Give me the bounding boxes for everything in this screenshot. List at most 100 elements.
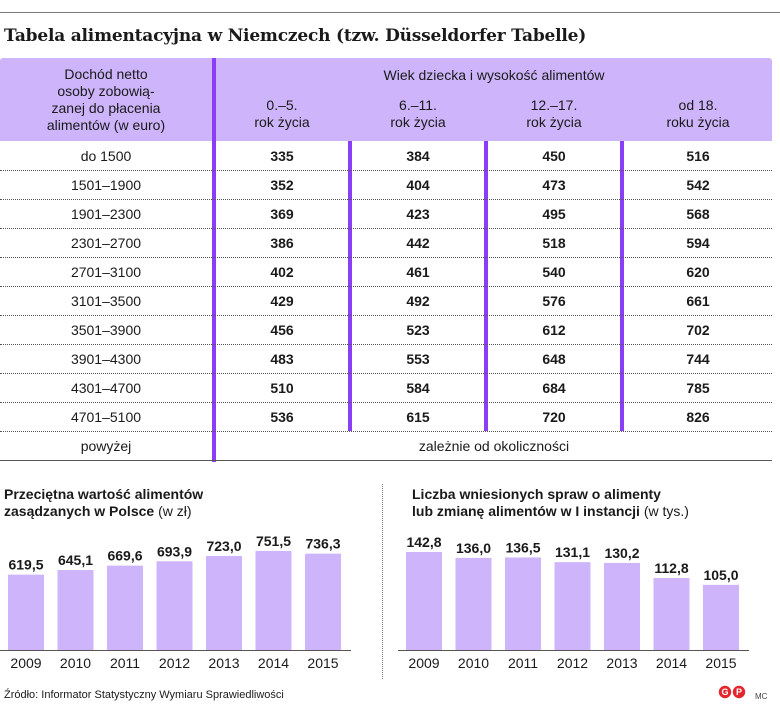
row-separator — [0, 344, 772, 345]
bar-value-label: 136,5 — [505, 539, 540, 555]
income-range: 3101–3500 — [70, 293, 142, 309]
row-separator — [0, 286, 772, 287]
chart2-unit: (w tys.) — [643, 503, 689, 519]
alimony-value: 352 — [270, 177, 294, 193]
x-tick-label: 2013 — [606, 655, 637, 671]
x-tick-label: 2012 — [557, 655, 588, 671]
x-tick-label: 2009 — [408, 655, 439, 671]
bar-value-label: 130,2 — [604, 545, 639, 561]
bar-value-label: 645,1 — [58, 552, 93, 568]
alimony-value: 594 — [686, 235, 710, 251]
bar-value-label: 105,0 — [703, 567, 738, 583]
bar-2015 — [703, 584, 739, 650]
header-age-3: 12.–17. rok życia — [526, 97, 582, 130]
bar-2012 — [156, 561, 193, 650]
page-title: Tabela alimentacyjna w Niemczech (tzw. D… — [4, 26, 587, 46]
table-row: do 1500 335 384 450 516 — [0, 141, 772, 170]
row-separator — [0, 315, 772, 316]
depends-on-circumstances: zależnie od okoliczności — [418, 438, 570, 454]
table-row: 2701–3100 402 461 540 620 — [0, 257, 772, 286]
alimony-value: 423 — [406, 206, 430, 222]
row-separator — [0, 199, 772, 200]
bar-value-label: 142,8 — [406, 534, 441, 550]
bar-2010 — [455, 557, 492, 650]
x-tick-label: 2010 — [458, 655, 489, 671]
alimony-value: 516 — [686, 148, 710, 164]
alimony-value: 684 — [542, 380, 566, 396]
table-row: 1501–1900 352 404 473 542 — [0, 170, 772, 199]
row-separator — [0, 373, 772, 374]
alimony-value: 495 — [542, 206, 566, 222]
table-header-divider — [212, 58, 216, 141]
table-row: 3901–4300 483 553 648 744 — [0, 344, 772, 373]
bar-value-label: 136,0 — [456, 540, 491, 556]
alimony-value: 826 — [686, 409, 710, 425]
alimony-value: 785 — [686, 380, 710, 396]
income-range: 3501–3900 — [70, 322, 142, 338]
source-note: Źródło: Informator Statystyczny Wymiaru … — [4, 689, 284, 701]
x-tick-label: 2011 — [110, 655, 140, 671]
header-age-1: 0.–5. rok życia — [254, 97, 310, 130]
x-tick-label: 2011 — [508, 655, 538, 671]
bar-value-label: 736,3 — [305, 536, 340, 552]
cases-count-chart: 142,8 2009 136,0 2010 136,5 2011 131,1 2012 130,… — [398, 534, 749, 671]
alimony-value: 483 — [270, 351, 294, 367]
income-range: 4301–4700 — [70, 380, 142, 396]
alimony-value: 335 — [270, 148, 294, 164]
alimony-value: 386 — [270, 235, 294, 251]
chart1-unit: (w zł) — [158, 503, 192, 519]
table-row: 3101–3500 429 492 576 661 — [0, 286, 772, 315]
x-tick-label: 2010 — [60, 655, 91, 671]
x-tick-label: 2015 — [705, 655, 736, 671]
bar-2014 — [653, 578, 690, 650]
alimony-value: 702 — [686, 322, 710, 338]
alimony-value: 536 — [270, 409, 294, 425]
bar-value-label: 723,0 — [206, 538, 241, 554]
alimony-value: 402 — [270, 264, 294, 280]
alimony-value: 568 — [686, 206, 710, 222]
alimony-value: 612 — [542, 322, 566, 338]
author-credit: MC — [755, 692, 768, 701]
bar-value-label: 693,9 — [157, 543, 192, 559]
alimony-value: 540 — [542, 264, 566, 280]
bar-value-label: 619,5 — [8, 557, 43, 573]
table-header-background — [0, 58, 772, 141]
x-tick-label: 2014 — [258, 655, 289, 671]
bar-value-label: 751,5 — [256, 533, 291, 549]
x-tick-label: 2013 — [208, 655, 239, 671]
alimony-value: 450 — [542, 148, 566, 164]
bar-2011 — [505, 557, 541, 650]
bar-2013 — [206, 556, 242, 650]
x-tick-label: 2015 — [307, 655, 338, 671]
publisher-logo-icon: G P — [718, 685, 746, 699]
charts-separator — [382, 484, 383, 679]
alimony-value: 369 — [270, 206, 294, 222]
bar-2011 — [107, 565, 143, 650]
income-range: 1901–2300 — [70, 206, 142, 222]
alimony-value: 744 — [686, 351, 710, 367]
bar-value-label: 112,8 — [654, 560, 688, 576]
alimony-value: 620 — [686, 264, 710, 280]
bar-value-label: 131,1 — [555, 544, 590, 560]
chart1-title: Przeciętna wartość alimentów zasądzanych… — [4, 486, 204, 519]
income-range: 2701–3100 — [70, 264, 142, 280]
income-range: 1501–1900 — [70, 177, 142, 193]
header-income: Dochód netto osoby zobowią- zanej do pła… — [46, 66, 166, 133]
x-tick-label: 2014 — [656, 655, 687, 671]
income-range: 4701–5100 — [70, 409, 142, 425]
bar-2014 — [255, 550, 292, 650]
table-row: 4701–5100 536 615 720 826 — [0, 402, 772, 431]
row-separator — [0, 228, 772, 229]
alimony-average-chart: 619,5 2009 645,1 2010 669,6 2011 693,9 2012 723,… — [0, 533, 351, 671]
income-range: 3901–4300 — [70, 351, 142, 367]
alimony-value: 648 — [542, 351, 566, 367]
bar-value-label: 669,6 — [107, 548, 142, 564]
alimony-value: 384 — [406, 148, 430, 164]
bar-2015 — [305, 553, 341, 650]
header-age-2: 6.–11. rok życia — [390, 97, 446, 130]
table-row: 4301–4700 510 584 684 785 — [0, 373, 772, 402]
table-row: 1901–2300 369 423 495 568 — [0, 199, 772, 228]
alimony-value: 404 — [406, 177, 430, 193]
bar-2013 — [604, 562, 640, 650]
row-separator — [0, 170, 772, 171]
